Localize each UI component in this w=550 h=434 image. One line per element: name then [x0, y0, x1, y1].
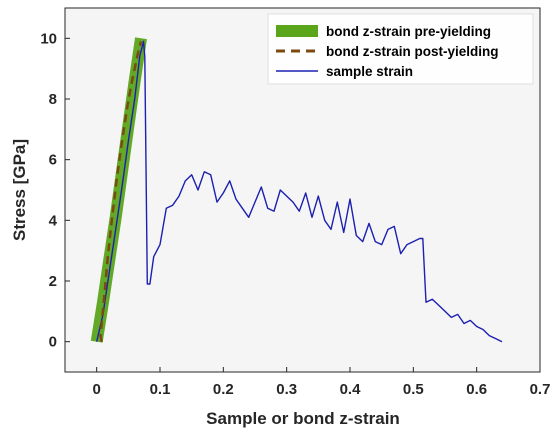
series-line-sample-strain [96, 40, 503, 343]
legend-label-post-yielding: bond z-strain post-yielding [326, 44, 499, 59]
x-tick-label: 0.1 [150, 381, 171, 398]
y-axis-label: Stress [GPa] [10, 139, 29, 241]
y-tick-label: 8 [49, 91, 57, 108]
y-tick-label: 6 [49, 152, 57, 169]
legend-label-sample-strain: sample strain [326, 64, 413, 79]
x-tick-label: 0.5 [403, 381, 424, 398]
legend-label-pre-yielding: bond z-strain pre-yielding [326, 24, 491, 39]
y-tick-label: 0 [49, 334, 57, 351]
x-tick-label: 0.4 [340, 381, 362, 398]
series-layer [90, 37, 503, 343]
x-tick-label: 0.6 [466, 381, 487, 398]
tick-layer: 0 0.1 0.2 0.3 0.4 0.5 0.6 0.7 0 2 4 6 8 10 [40, 30, 550, 398]
series-line-bond-z-strain-post-yielding [99, 41, 143, 342]
y-tick-label: 2 [49, 273, 57, 290]
legend: bond z-strain pre-yielding bond z-strain… [267, 13, 534, 85]
x-tick-label: 0 [92, 381, 100, 398]
x-tick-label: 0.3 [276, 381, 297, 398]
y-tick-label: 10 [40, 30, 57, 47]
x-tick-label: 0.2 [213, 381, 234, 398]
x-axis-label: Sample or bond z-strain [206, 409, 400, 428]
y-tick-label: 4 [49, 212, 58, 229]
x-tick-label: 0.7 [530, 381, 550, 398]
